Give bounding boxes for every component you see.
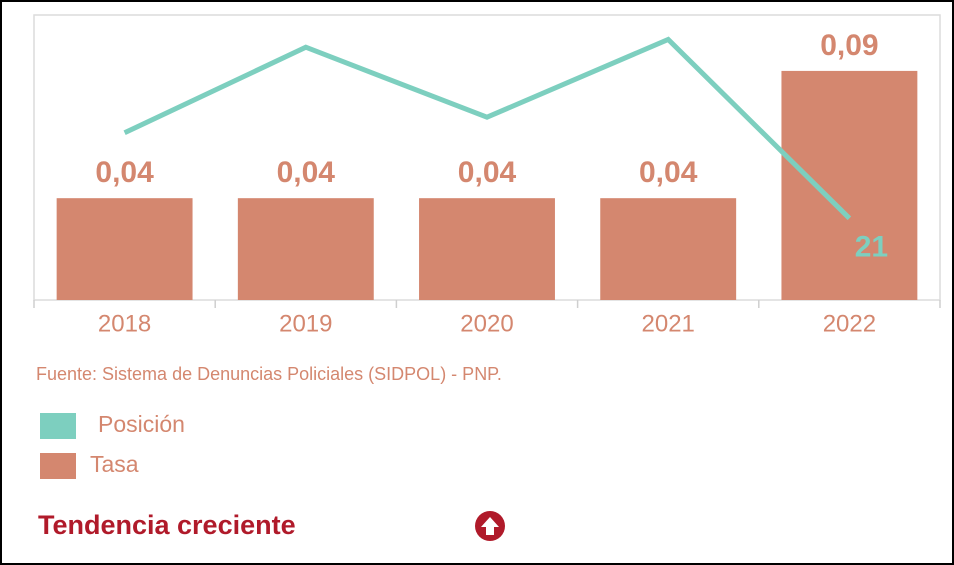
x-tick-label: 2018 bbox=[98, 310, 151, 337]
data-label: 0,09 bbox=[820, 29, 878, 62]
line bbox=[123, 36, 852, 221]
data-label: 0,04 bbox=[95, 156, 154, 189]
bar bbox=[56, 198, 193, 300]
bar bbox=[419, 198, 555, 300]
x-tick-label: 2019 bbox=[279, 310, 332, 337]
legend-label: Tasa bbox=[90, 451, 139, 477]
data-label: 0,04 bbox=[639, 156, 698, 189]
legend-label: Posición bbox=[98, 411, 185, 437]
data-label: 21 bbox=[855, 230, 888, 263]
bar bbox=[781, 70, 918, 300]
x-tick-label: 2020 bbox=[460, 310, 513, 337]
bar bbox=[600, 198, 737, 300]
legend-swatch bbox=[40, 413, 76, 439]
legend-swatch bbox=[40, 453, 76, 479]
x-tick-label: 2022 bbox=[823, 310, 876, 337]
bar bbox=[237, 198, 374, 300]
data-label: 0,04 bbox=[277, 156, 336, 189]
source: Fuente: Sistema de Denuncias Policiales … bbox=[36, 364, 502, 384]
data-label: 0,04 bbox=[458, 156, 517, 189]
trend-icon bbox=[475, 511, 505, 541]
x-tick-label: 2021 bbox=[642, 310, 695, 337]
annotation: Tendencia creciente bbox=[38, 510, 296, 540]
